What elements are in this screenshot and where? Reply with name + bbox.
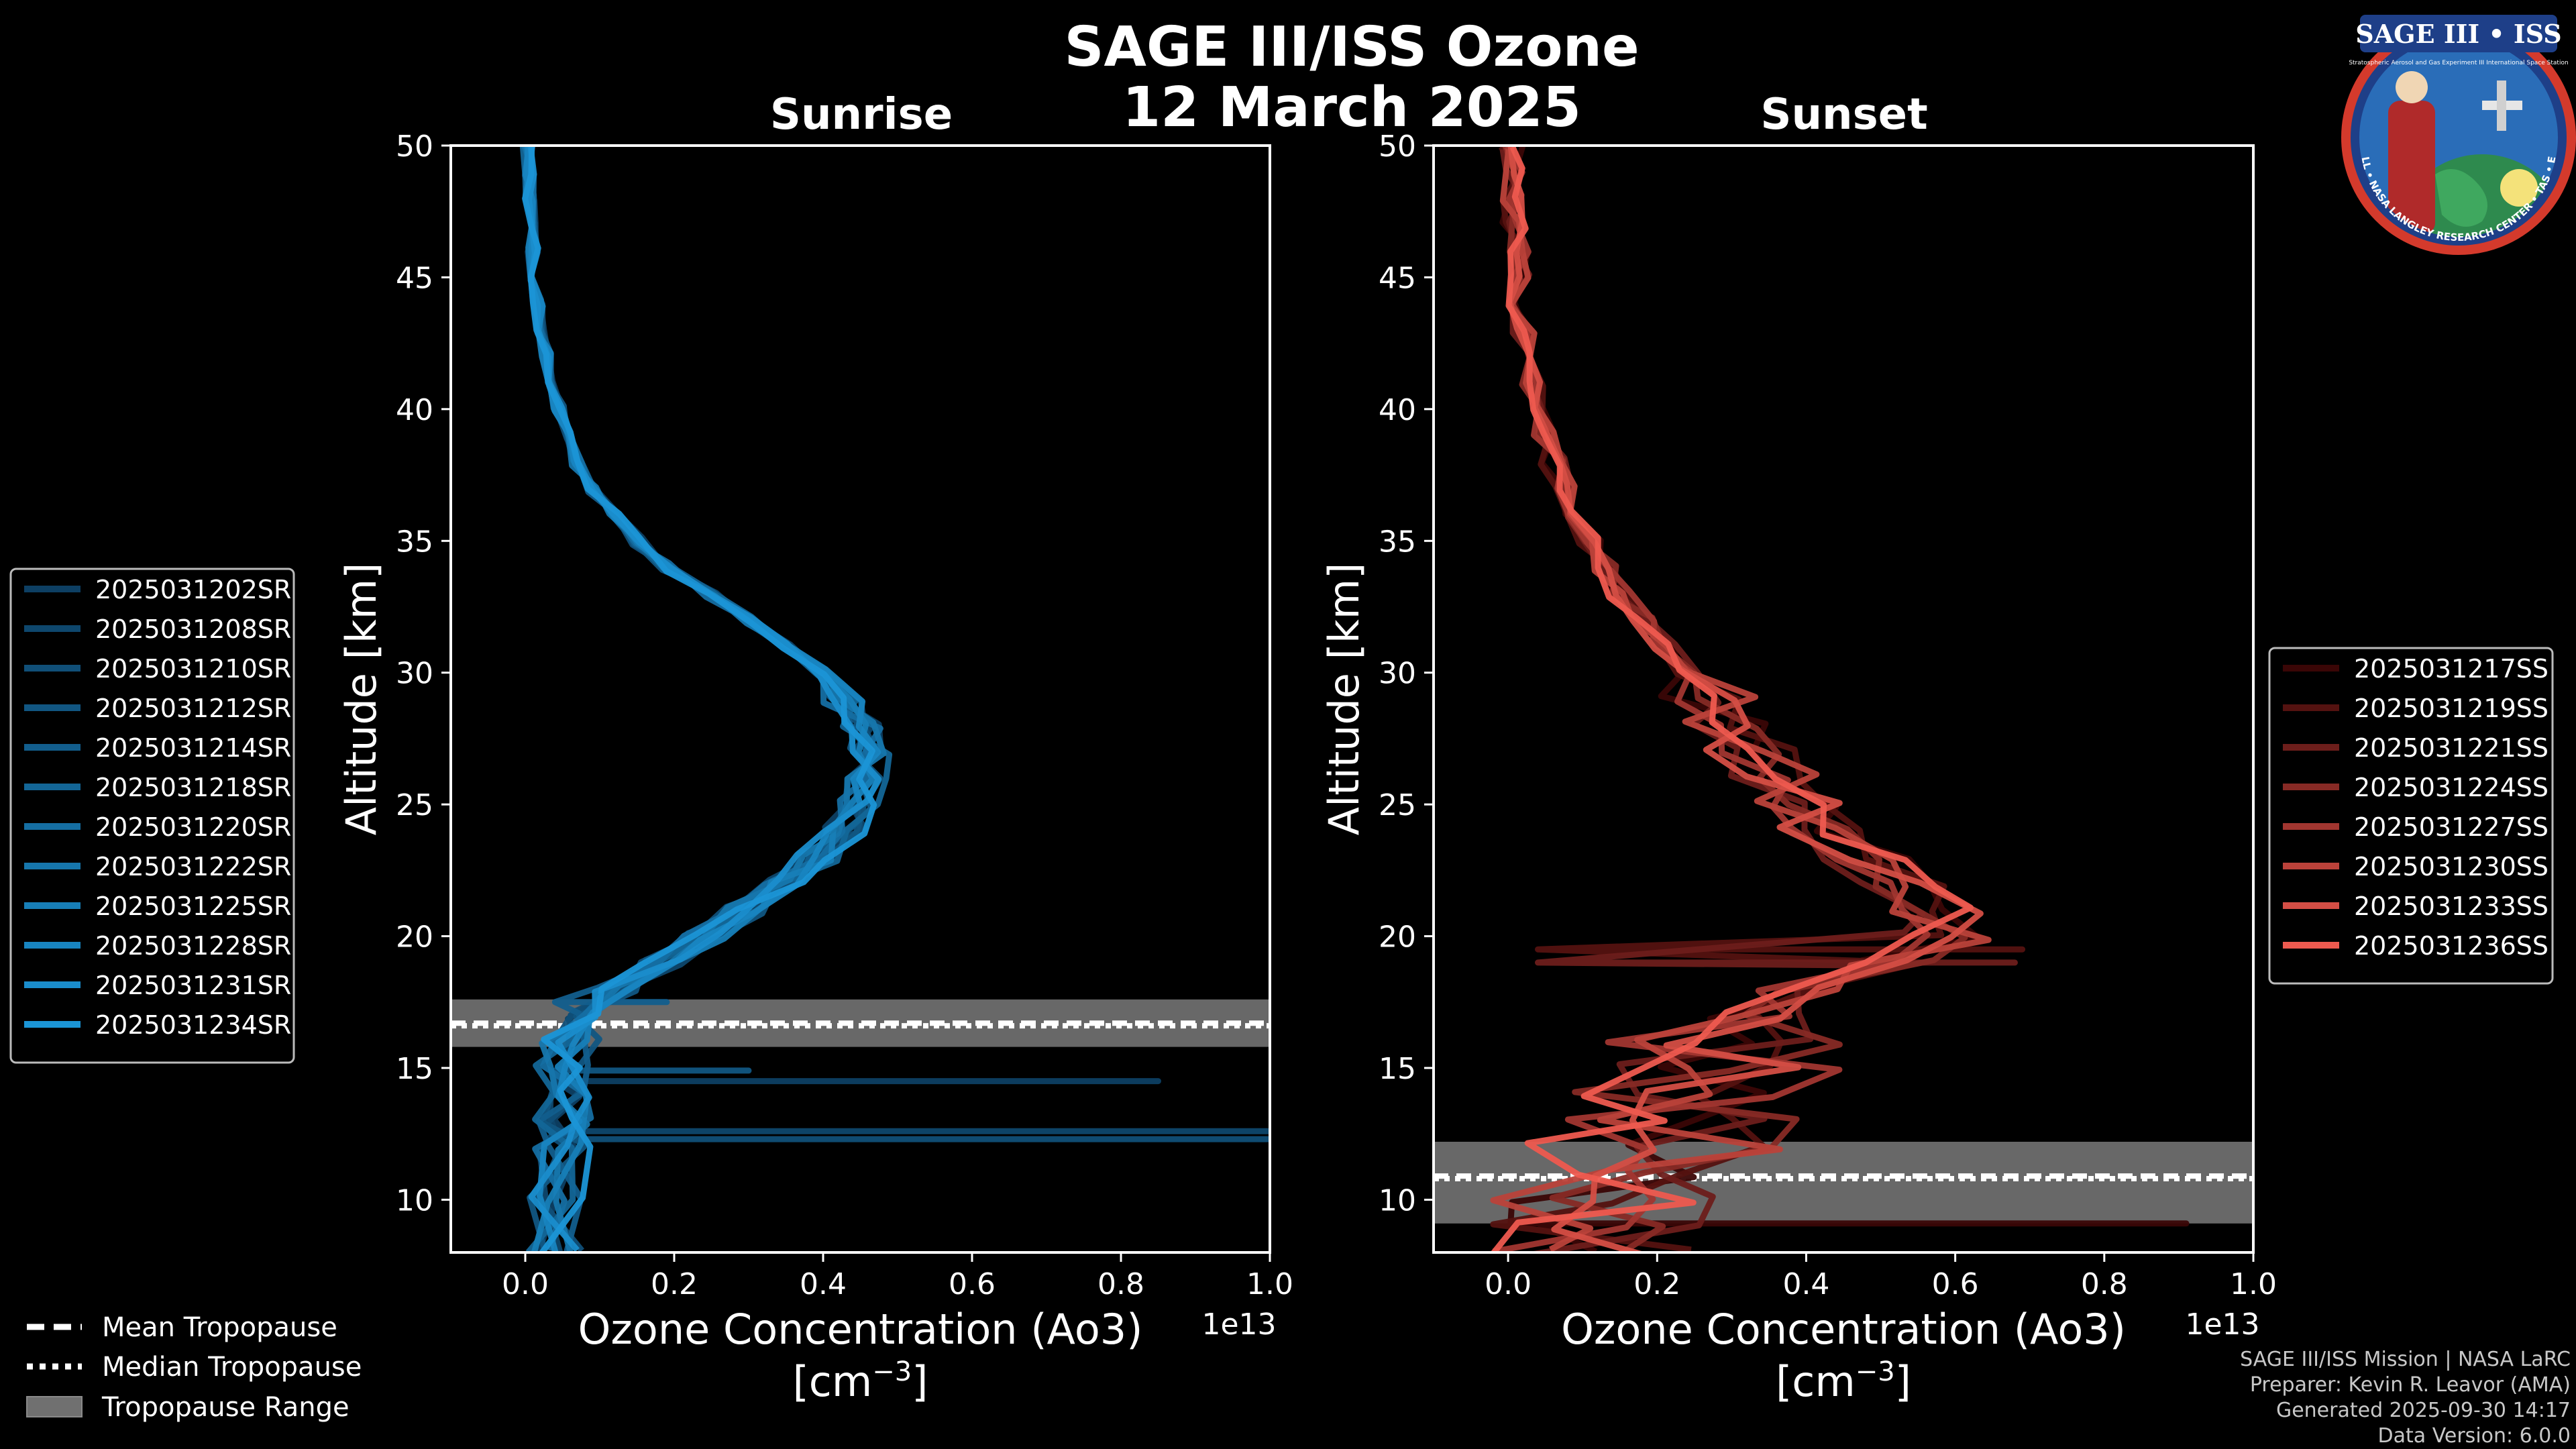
legend-label-2025031221SS: 2025031221SS bbox=[2354, 733, 2548, 763]
profile-2025031230SS bbox=[1490, 149, 1992, 1252]
y-tick-label: 30 bbox=[1379, 657, 1416, 691]
x-tick-label: 0.6 bbox=[949, 1267, 996, 1301]
x-axis-label: Ozone Concentration (Ao3) bbox=[578, 1305, 1143, 1354]
y-tick-label: 25 bbox=[396, 788, 433, 822]
tropopause-legend: Mean Tropopause Median Tropopause Tropop… bbox=[26, 1312, 362, 1423]
logo-figure-robe bbox=[2388, 101, 2435, 235]
x-tick-label: 0.8 bbox=[2081, 1267, 2128, 1301]
credits-line-version: Data Version: 6.0.0 bbox=[2377, 1424, 2571, 1448]
logo-title-text: SAGE III • ISS bbox=[2355, 19, 2561, 49]
legend-frame bbox=[2268, 647, 2554, 985]
y-tick-label: 15 bbox=[396, 1052, 433, 1086]
x-tick-label: 0.0 bbox=[502, 1267, 549, 1301]
y-tick-label: 40 bbox=[1379, 393, 1416, 427]
axes-frame bbox=[449, 144, 1271, 1254]
figure-title-line2: 12 March 2025 bbox=[1122, 76, 1581, 140]
x-tick-label: 0.8 bbox=[1097, 1267, 1144, 1301]
y-tick-label: 25 bbox=[1379, 788, 1416, 822]
legend-label-2025031224SS: 2025031224SS bbox=[2354, 773, 2548, 802]
y-tick-label: 15 bbox=[1379, 1052, 1416, 1086]
legend-label-2025031231SR: 2025031231SR bbox=[95, 971, 291, 1000]
y-tick-label: 35 bbox=[396, 525, 433, 559]
logo-figure-head bbox=[2396, 71, 2428, 103]
profile-lines bbox=[519, 146, 1270, 1252]
legend-label-2025031219SS: 2025031219SS bbox=[2354, 694, 2548, 723]
y-axis-label: Altitude [km] bbox=[337, 563, 386, 836]
legend-label-2025031228SR: 2025031228SR bbox=[95, 931, 291, 961]
x-tick-label: 0.4 bbox=[800, 1267, 847, 1301]
y-tick-label: 20 bbox=[396, 920, 433, 955]
sunset-panel-title: Sunset bbox=[1760, 90, 1927, 140]
x-tick-label: 1.0 bbox=[2230, 1267, 2277, 1301]
y-tick-label: 10 bbox=[396, 1183, 433, 1218]
credits-line-mission: SAGE III/ISS Mission | NASA LaRC bbox=[2240, 1348, 2571, 1371]
x-axis-unit: [cm−3] bbox=[793, 1356, 928, 1406]
legend-label-2025031220SR: 2025031220SR bbox=[95, 812, 291, 842]
y-tick-label: 35 bbox=[1379, 525, 1416, 559]
profile-2025031234SR bbox=[522, 146, 877, 1252]
sunset-legend: 2025031217SS 2025031219SS 2025031221SS 2025… bbox=[2268, 647, 2554, 985]
profile-2025031233SS bbox=[1506, 146, 1984, 1252]
credits-block: SAGE III/ISS Mission | NASA LaRC Prepare… bbox=[2240, 1347, 2571, 1449]
y-tick-label: 45 bbox=[1379, 261, 1416, 295]
x-axis-unit: [cm−3] bbox=[1776, 1356, 1911, 1406]
legend-label-2025031234SR: 2025031234SR bbox=[95, 1010, 291, 1040]
x-tick-label: 0.0 bbox=[1485, 1267, 1532, 1301]
credits-line-generated: Generated 2025-09-30 14:17 bbox=[2275, 1399, 2571, 1422]
legend-label-2025031236SS: 2025031236SS bbox=[2354, 931, 2548, 961]
logo-sun bbox=[2500, 169, 2538, 207]
legend-label-2025031225SR: 2025031225SR bbox=[95, 892, 291, 921]
x-tick-label: 0.4 bbox=[1782, 1267, 1829, 1301]
legend-label-2025031208SR: 2025031208SR bbox=[95, 614, 291, 644]
x-axis-label: Ozone Concentration (Ao3) bbox=[1561, 1305, 2126, 1354]
legend-label-2025031218SR: 2025031218SR bbox=[95, 773, 291, 802]
logo-subtitle-text: Stratospheric Aerosol and Gas Experiment… bbox=[2349, 60, 2568, 66]
legend-label-2025031227SS: 2025031227SS bbox=[2354, 812, 2548, 842]
x-scale-label: 1e13 bbox=[2185, 1307, 2259, 1342]
logo-banner bbox=[2360, 15, 2557, 52]
y-tick-label: 30 bbox=[396, 657, 433, 691]
tropopause-range-label: Tropopause Range bbox=[101, 1392, 350, 1423]
profile-2025031236SS bbox=[1491, 146, 1974, 1252]
sunrise-legend: 2025031202SR 2025031208SR 2025031210SR 2025… bbox=[9, 568, 295, 1064]
legend-label-2025031214SR: 2025031214SR bbox=[95, 733, 291, 763]
x-tick-label: 0.2 bbox=[651, 1267, 698, 1301]
axes-frame bbox=[1432, 144, 2255, 1254]
x-tick-label: 0.2 bbox=[1633, 1267, 1680, 1301]
x-tick-label: 1.0 bbox=[1246, 1267, 1293, 1301]
legend-label-2025031233SS: 2025031233SS bbox=[2354, 892, 2548, 921]
legend-label-2025031202SR: 2025031202SR bbox=[95, 575, 291, 604]
x-tick-label: 0.6 bbox=[1932, 1267, 1979, 1301]
sunset-panel: 0.0 0.2 0.4 0.6 0.8 1.0 10 15 20 25 30 35 40 45 50 1e13… bbox=[1320, 129, 2277, 1406]
y-tick-label: 20 bbox=[1379, 920, 1416, 955]
y-tick-label: 40 bbox=[396, 393, 433, 427]
y-tick-label: 45 bbox=[396, 261, 433, 295]
y-tick-label: 10 bbox=[1379, 1183, 1416, 1218]
sunrise-panel: 0.0 0.2 0.4 0.6 0.8 1.0 10 15 20 25 30 35 40 45 50 1e13… bbox=[337, 129, 1293, 1406]
mean-tropopause-label: Mean Tropopause bbox=[102, 1312, 337, 1343]
credits-line-preparer: Preparer: Kevin R. Leavor (AMA) bbox=[2249, 1373, 2571, 1397]
y-axis-label: Altitude [km] bbox=[1320, 563, 1368, 836]
legend-frame bbox=[9, 568, 295, 1064]
legend-label-2025031212SR: 2025031212SR bbox=[95, 694, 291, 723]
legend-label-2025031222SR: 2025031222SR bbox=[95, 852, 291, 881]
legend-label-2025031217SS: 2025031217SS bbox=[2354, 654, 2548, 684]
legend-label-2025031210SR: 2025031210SR bbox=[95, 654, 291, 684]
legend-label-2025031230SS: 2025031230SS bbox=[2354, 852, 2548, 881]
x-scale-label: 1e13 bbox=[1201, 1307, 1276, 1342]
figure-title-line1: SAGE III/ISS Ozone bbox=[1064, 15, 1639, 79]
logo-continent bbox=[2435, 169, 2487, 227]
y-tick-label: 50 bbox=[396, 129, 433, 164]
tropopause-range-swatch bbox=[26, 1396, 83, 1417]
median-tropopause-label: Median Tropopause bbox=[102, 1352, 362, 1383]
profile-lines bbox=[1490, 146, 2190, 1252]
profile-2025031227SS bbox=[1493, 146, 1931, 1252]
sunrise-panel-title: Sunrise bbox=[770, 90, 953, 140]
y-tick-label: 50 bbox=[1379, 129, 1416, 164]
